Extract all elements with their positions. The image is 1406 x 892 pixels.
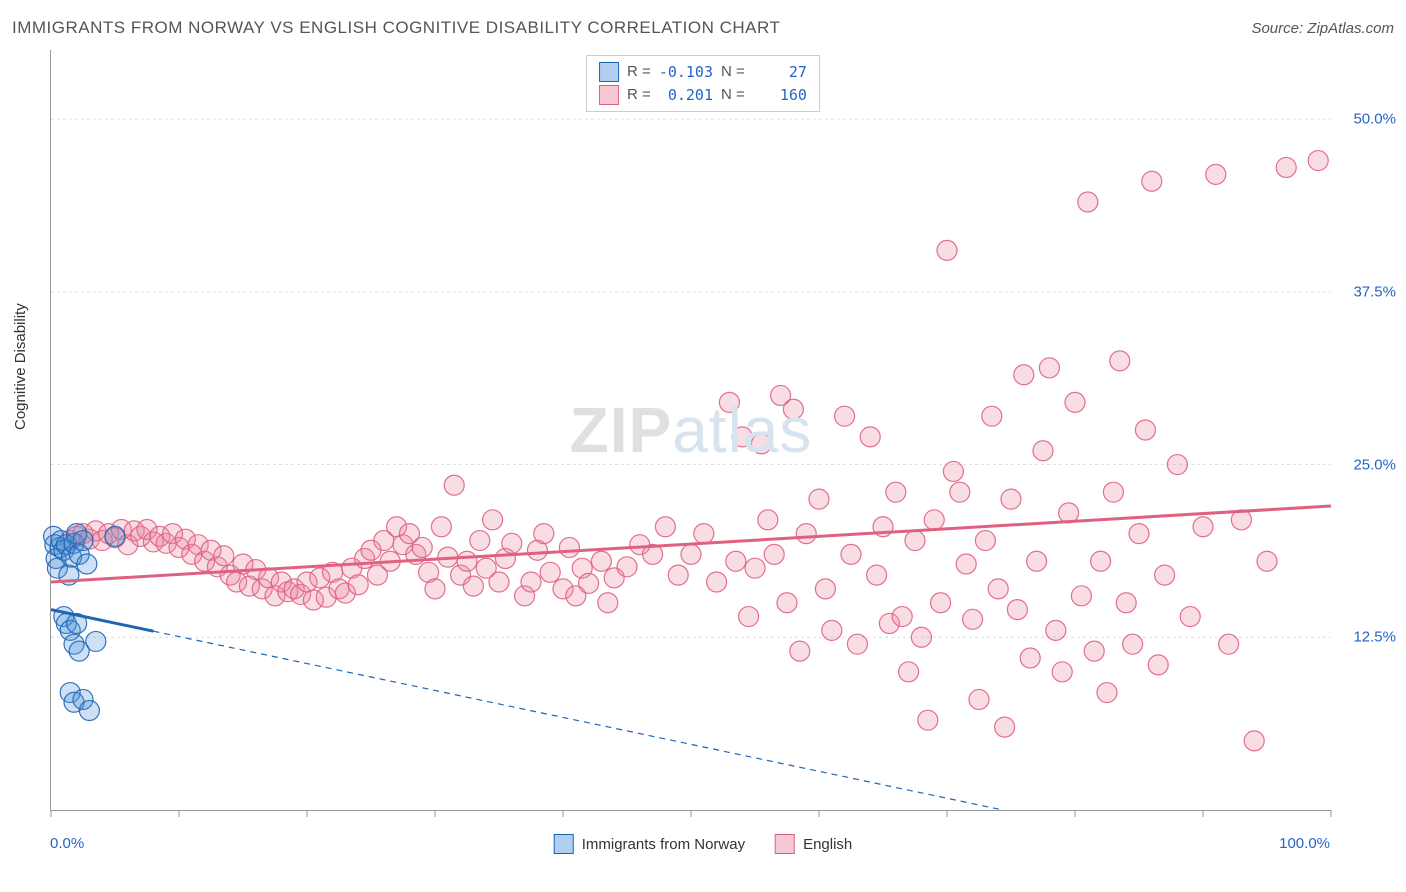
y-axis-label: Cognitive Disability [12,303,29,430]
legend-row-series-1: R = 0.201 N = 160 [599,84,807,107]
legend-n-value-0: 27 [753,61,807,84]
y-tick-label: 12.5% [1353,629,1396,646]
chart-plot-area: ZIPatlas [50,50,1331,811]
x-axis-start-label: 0.0% [50,835,84,852]
legend-n-value-1: 160 [753,84,807,107]
legend-r-label: R = [627,61,651,84]
correlation-legend-box: R = -0.103 N = 27 R = 0.201 N = 160 [586,55,820,112]
series-legend: Immigrants from Norway English [554,834,853,854]
source-attribution: Source: ZipAtlas.com [1251,20,1394,37]
x-axis-end-label: 100.0% [1279,835,1330,852]
legend-item-series-1: English [775,834,852,854]
legend-label-series-0: Immigrants from Norway [582,836,745,853]
chart-title: IMMIGRANTS FROM NORWAY VS ENGLISH COGNIT… [12,18,780,38]
legend-r-value-0: -0.103 [659,61,713,84]
legend-row-series-0: R = -0.103 N = 27 [599,61,807,84]
legend-swatch-bottom-1 [775,834,795,854]
watermark-part1: ZIP [570,394,673,466]
watermark-part2: atlas [672,394,812,466]
y-tick-label: 25.0% [1353,456,1396,473]
legend-label-series-1: English [803,836,852,853]
legend-n-label: N = [721,84,745,107]
legend-r-value-1: 0.201 [659,84,713,107]
legend-item-series-0: Immigrants from Norway [554,834,745,854]
legend-swatch-bottom-0 [554,834,574,854]
legend-swatch-series-0 [599,62,619,82]
y-tick-label: 37.5% [1353,283,1396,300]
chart-header: IMMIGRANTS FROM NORWAY VS ENGLISH COGNIT… [12,18,1394,38]
watermark: ZIPatlas [570,393,813,467]
legend-swatch-series-1 [599,85,619,105]
y-tick-label: 50.0% [1353,111,1396,128]
legend-n-label: N = [721,61,745,84]
legend-r-label: R = [627,84,651,107]
